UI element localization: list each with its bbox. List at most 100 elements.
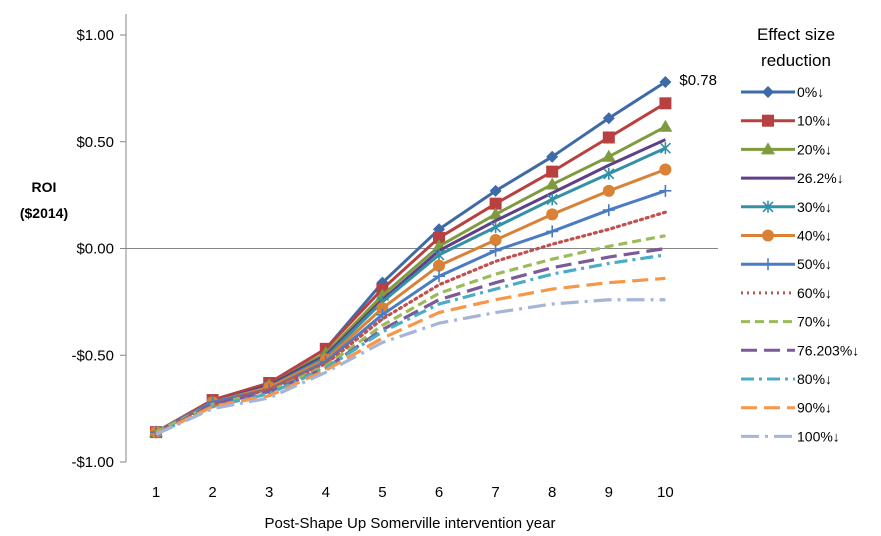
data-point [603,167,615,180]
data-point [659,184,672,197]
legend-marker [762,114,774,127]
legend-entry: 10%↓ [741,113,832,129]
legend-label: 90%↓ [797,400,832,416]
series-layer [149,75,673,439]
data-point [659,142,671,155]
legend-entry: 0%↓ [741,84,824,100]
y-tick-label: $1.00 [76,27,114,44]
legend-entry: 76.203%↓ [741,342,859,358]
legend-entry: 70%↓ [741,314,832,330]
legend-label: 70%↓ [797,314,832,330]
x-tick-label: 10 [657,484,674,501]
data-point [489,233,502,246]
x-tick-label: 8 [548,484,556,501]
legend-entry: 80%↓ [741,371,832,387]
x-tick-label: 9 [605,484,613,501]
data-point [546,150,559,163]
data-point [602,204,615,217]
y-tick-label: -$1.00 [71,454,114,471]
chart-axes [120,14,718,463]
data-point [489,197,502,210]
legend-marker [762,86,774,98]
data-point [433,231,445,244]
y-axis-label-line-2: ($2014) [20,205,68,221]
legend: 0%↓ 10%↓ 20%↓ 26.2%↓ 30%↓ 40%↓ 50%↓ 60%↓ 70%↓ 76.… [741,84,859,444]
series-line [155,102,667,434]
data-point [546,193,558,206]
legend-label: 0%↓ [797,84,824,100]
legend-label: 80%↓ [797,371,832,387]
legend-entry: 90%↓ [741,400,832,416]
y-tick-label: -$0.50 [71,347,114,364]
legend-entry: 26.2%↓ [741,170,844,186]
legend-marker [761,142,775,155]
series-line [155,246,666,436]
y-tick-label: $0.00 [76,241,114,258]
legend-marker [762,229,774,242]
y-axis-label-line-1: ROI [32,179,57,195]
legend-marker [762,200,774,213]
legend-label: 26.2%↓ [797,170,844,186]
y-tick-label: $0.50 [76,134,114,151]
data-point [433,248,445,261]
x-tick-label: 4 [322,484,330,501]
series-line [155,298,666,436]
data-point [490,221,502,234]
legend-label: 30%↓ [797,199,832,215]
series-1 [150,75,672,439]
legend-entry: 50%↓ [741,256,832,272]
legend-label: 10%↓ [797,113,832,129]
data-point [601,149,616,162]
legend-title-line-2: reduction [761,51,831,70]
x-tick-label: 5 [378,484,386,501]
data-point [659,97,672,110]
legend-entry: 40%↓ [741,228,832,244]
data-point [658,119,673,132]
series-2 [150,97,672,439]
series-line [155,146,667,434]
data-point [489,184,502,197]
legend-entry: 30%↓ [741,199,832,215]
legend-entry: 60%↓ [741,285,832,301]
annotation-layer: $0.78 [679,72,717,89]
data-point [602,112,615,125]
series-10 [155,246,666,436]
x-tick-label: 1 [152,484,160,501]
legend-marker [762,258,774,271]
legend-label: 60%↓ [797,285,832,301]
data-point [602,184,615,197]
data-point [545,177,560,190]
data-point [488,207,503,220]
data-point [489,244,502,257]
data-point [602,131,615,144]
legend-label: 50%↓ [797,256,832,272]
x-tick-label: 3 [265,484,273,501]
x-tick-label: 6 [435,484,443,501]
x-tick-label: 7 [491,484,499,501]
y-tick-labels: $1.00 $0.50 $0.00 -$0.50 -$1.00 [71,27,114,471]
data-point [659,75,672,88]
legend-label: 100%↓ [797,428,840,444]
data-point [433,270,445,283]
series-line [155,80,667,434]
series-11 [155,253,666,436]
legend-label: 40%↓ [797,228,832,244]
x-tick-label: 2 [208,484,216,501]
series-line [155,253,666,436]
data-point [376,308,389,321]
series-12 [155,276,666,436]
data-point [433,259,445,272]
x-tick-labels: 1 2 3 4 5 6 7 8 9 10 [152,484,674,501]
legend-label: 76.203%↓ [797,342,859,358]
series-13 [155,298,666,436]
x-axis-label: Post-Shape Up Somerville intervention ye… [265,515,556,532]
data-point [546,165,559,178]
data-point [659,163,672,176]
legend-label: 20%↓ [797,141,832,157]
data-point [546,208,559,221]
series-line [155,276,666,436]
legend-title-line-1: Effect size [757,25,835,44]
legend-entry: 20%↓ [741,141,832,157]
legend-entry: 100%↓ [741,428,840,444]
